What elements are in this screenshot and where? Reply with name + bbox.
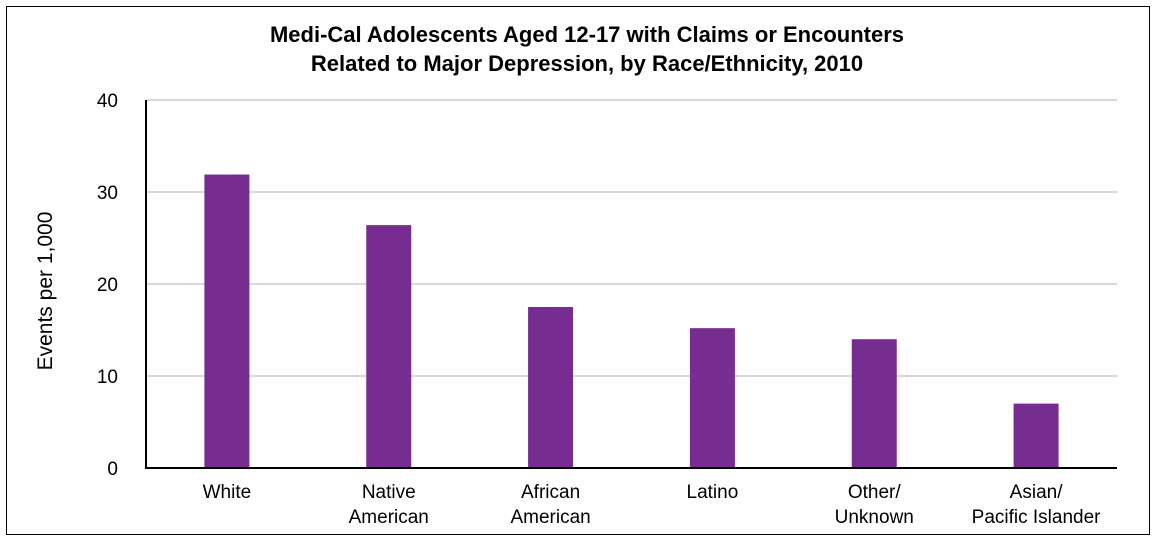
y-tick-label-20: 20 bbox=[97, 275, 118, 296]
x-category-label-1-line-1: American bbox=[349, 507, 429, 528]
x-category-label-4-line-1: Unknown bbox=[835, 507, 914, 528]
bar-3 bbox=[689, 328, 735, 468]
bar-1 bbox=[366, 225, 412, 468]
x-category-label-2-line-1: American bbox=[510, 507, 590, 528]
chart-frame: Medi-Cal Adolescents Aged 12-17 with Cla… bbox=[6, 6, 1150, 535]
x-category-label-5-line-1: Pacific Islander bbox=[972, 507, 1102, 528]
bar-chart: Medi-Cal Adolescents Aged 12-17 with Cla… bbox=[34, 22, 1117, 528]
x-category-labels: White Native American African American Latino… bbox=[203, 482, 1102, 528]
bar-5 bbox=[1013, 403, 1059, 468]
x-category-label-3-line-0: Latino bbox=[687, 482, 739, 503]
y-tick-labels: 0 10 20 30 40 bbox=[97, 91, 118, 480]
bar-0 bbox=[204, 174, 250, 468]
axes bbox=[145, 100, 1117, 469]
x-category-label-1-line-0: Native bbox=[362, 482, 416, 503]
chart-title-line-2: Related to Major Depression, by Race/Eth… bbox=[311, 51, 863, 76]
x-category-label-5-line-0: Asian/ bbox=[1010, 482, 1064, 503]
y-tick-label-30: 30 bbox=[97, 183, 118, 204]
y-tick-label-0: 0 bbox=[107, 459, 118, 480]
y-axis-label: Events per 1,000 bbox=[34, 212, 57, 371]
y-tick-label-40: 40 bbox=[97, 91, 118, 112]
x-category-label-0-line-0: White bbox=[203, 482, 252, 503]
bar-4 bbox=[851, 339, 897, 468]
bar-2 bbox=[528, 307, 574, 468]
chart-title-line-1: Medi-Cal Adolescents Aged 12-17 with Cla… bbox=[270, 22, 904, 47]
x-category-label-4-line-0: Other/ bbox=[848, 482, 902, 503]
bars bbox=[204, 174, 1059, 468]
x-category-label-2-line-0: African bbox=[521, 482, 580, 503]
gridlines bbox=[146, 99, 1117, 377]
y-tick-label-10: 10 bbox=[97, 367, 118, 388]
